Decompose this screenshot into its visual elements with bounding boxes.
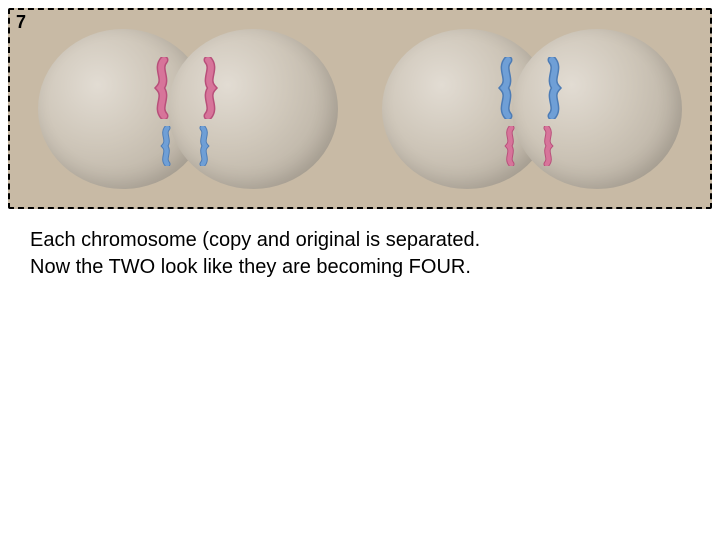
chromosome-pink-left: [150, 57, 174, 119]
caption-line-1: Each chromosome (copy and original is se…: [30, 227, 690, 254]
chromosome-blue-right: [196, 126, 212, 166]
step-number: 7: [16, 12, 26, 33]
chromosome-pink-left: [502, 126, 518, 166]
chromosome-pink-right: [198, 57, 222, 119]
chromosome-pink-right: [540, 126, 556, 166]
cell-pair-right: [382, 24, 682, 194]
caption-line-2: Now the TWO look like they are becoming …: [30, 254, 690, 281]
cell-lobe: [168, 29, 338, 189]
dashed-border-box: 7: [8, 8, 712, 209]
chromosome-blue-left: [494, 57, 518, 119]
cell-pair-left: [38, 24, 338, 194]
diagram-panel: 7: [8, 8, 712, 209]
chromosome-blue-right: [542, 57, 566, 119]
cell-lobe: [512, 29, 682, 189]
chromosome-blue-left: [158, 126, 174, 166]
caption-block: Each chromosome (copy and original is se…: [30, 227, 690, 281]
cells-row: [16, 16, 704, 201]
